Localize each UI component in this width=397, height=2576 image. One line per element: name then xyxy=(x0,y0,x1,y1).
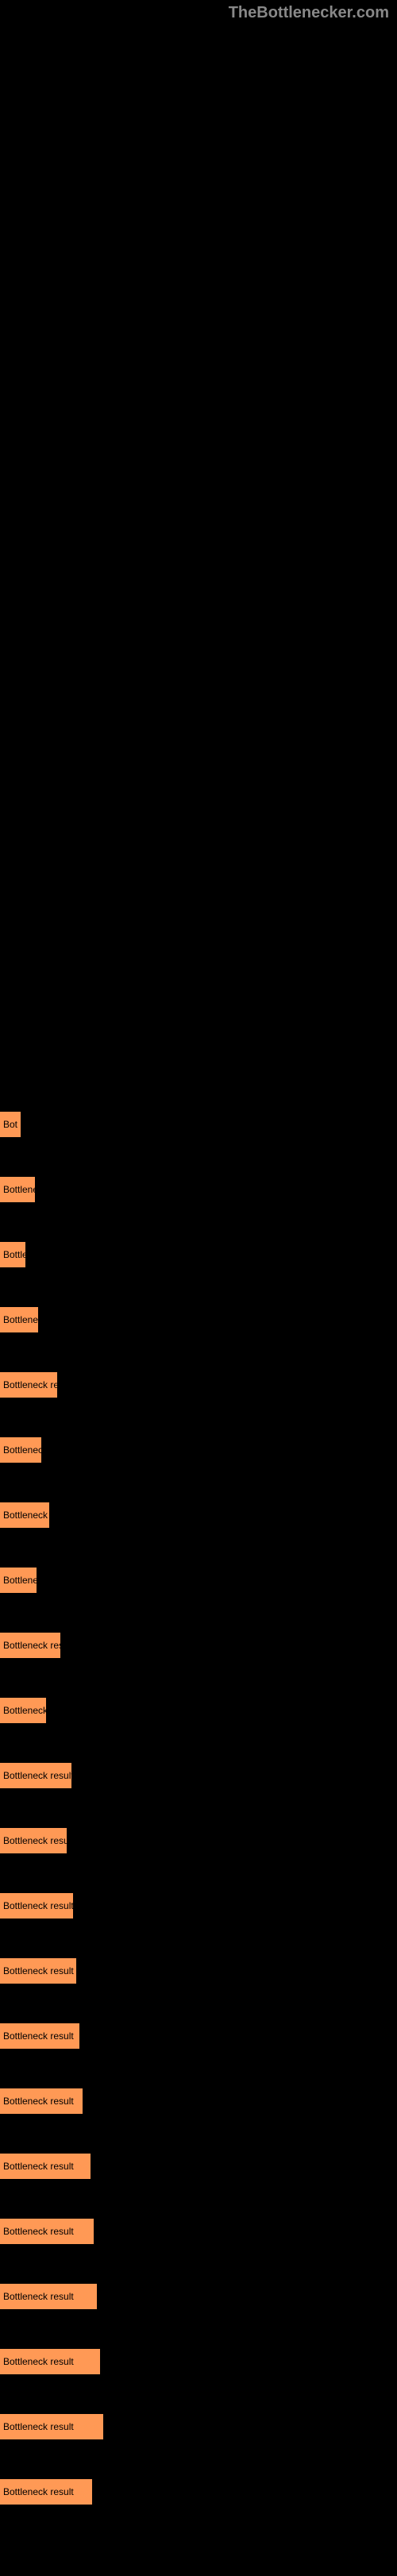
bar-row: Bot xyxy=(0,1112,397,1137)
bar-label: Bottlenecl xyxy=(3,1314,38,1325)
bar-label: Bottleneck result xyxy=(3,2486,74,2497)
bar: Bottleneck re xyxy=(0,1372,57,1398)
bar-label: Bottleneck re xyxy=(3,1379,57,1390)
bar-label: Bottleneck result xyxy=(3,2161,74,2172)
bar-label: Bottleneck result xyxy=(3,2226,74,2237)
bar-row: Bottleneck re xyxy=(0,1372,397,1398)
bar: Bottleneck result xyxy=(0,2219,94,2244)
bar-label: Bottle xyxy=(3,1249,25,1260)
bar-row: Bottlene xyxy=(0,1568,397,1593)
bar-chart: Bot Bottlenec Bottle Bottlenecl Bottleneck r… xyxy=(0,0,397,2576)
bar-label: Bottlenec xyxy=(3,1184,35,1195)
bar-label: Bottlenecl xyxy=(3,1444,41,1456)
bar-label: Bottleneck result xyxy=(3,1965,74,1976)
bar-label: Bottleneck res xyxy=(3,1640,60,1651)
bar-row: Bottleneck result xyxy=(0,2479,397,2505)
bar: Bottleneck result xyxy=(0,2349,100,2374)
bar-row: Bottleneck result xyxy=(0,2023,397,2049)
bar: Bottleneck result xyxy=(0,1958,76,1984)
bar: Bottleneck result xyxy=(0,2088,83,2114)
bar: Bottleneck result f xyxy=(0,1763,71,1788)
bar: Bottleneck result xyxy=(0,1828,67,1853)
bar: Bottleneck res xyxy=(0,1633,60,1658)
bar-row: Bottleneck res xyxy=(0,1633,397,1658)
bar: Bot xyxy=(0,1112,21,1137)
bar-label: Bottleneck result xyxy=(3,2421,74,2432)
bar: Bottleneck result xyxy=(0,2023,79,2049)
bar-label: Bottleneck result xyxy=(3,2096,74,2107)
bar-row: Bottleneck result xyxy=(0,2088,397,2114)
bar: Bottleneck xyxy=(0,1698,46,1723)
bar: Bottleneck result xyxy=(0,2154,91,2179)
bar-row: Bottleneck result xyxy=(0,2349,397,2374)
bar: Bottlenecl xyxy=(0,1437,41,1463)
bar: Bottlenecl xyxy=(0,1307,38,1332)
bar: Bottleneck r xyxy=(0,1502,49,1528)
bar-label: Bottleneck result xyxy=(3,2291,74,2302)
bar-row: Bottlenecl xyxy=(0,1307,397,1332)
bar-label: Bot xyxy=(3,1119,17,1130)
bar-row: Bottleneck result xyxy=(0,1958,397,1984)
bar-label: Bottlene xyxy=(3,1575,37,1586)
bar: Bottleneck result xyxy=(0,2284,97,2309)
bar-row: Bottleneck result xyxy=(0,2219,397,2244)
bar-row: Bottlenecl xyxy=(0,1437,397,1463)
bar-row: Bottleneck result xyxy=(0,1828,397,1853)
bar-row: Bottleneck result xyxy=(0,1893,397,1919)
bar: Bottleneck result xyxy=(0,2479,92,2505)
bar: Bottlene xyxy=(0,1568,37,1593)
bar: Bottle xyxy=(0,1242,25,1267)
bar-row: Bottlenec xyxy=(0,1177,397,1202)
bar-label: Bottleneck r xyxy=(3,1510,49,1521)
bar-row: Bottleneck r xyxy=(0,1502,397,1528)
bar-row: Bottleneck result xyxy=(0,2414,397,2439)
bar-label: Bottleneck result xyxy=(3,1900,73,1911)
bar-label: Bottleneck result xyxy=(3,1835,67,1846)
bar-label: Bottleneck result xyxy=(3,2030,74,2042)
bar: Bottlenec xyxy=(0,1177,35,1202)
bar-label: Bottleneck result f xyxy=(3,1770,71,1781)
bar-row: Bottleneck result xyxy=(0,2154,397,2179)
bar-row: Bottle xyxy=(0,1242,397,1267)
bar-label: Bottleneck result xyxy=(3,2356,74,2367)
bar: Bottleneck result xyxy=(0,2414,103,2439)
bar-row: Bottleneck xyxy=(0,1698,397,1723)
bar-row: Bottleneck result f xyxy=(0,1763,397,1788)
bar-label: Bottleneck xyxy=(3,1705,46,1716)
bar: Bottleneck result xyxy=(0,1893,73,1919)
bar-row: Bottleneck result xyxy=(0,2284,397,2309)
